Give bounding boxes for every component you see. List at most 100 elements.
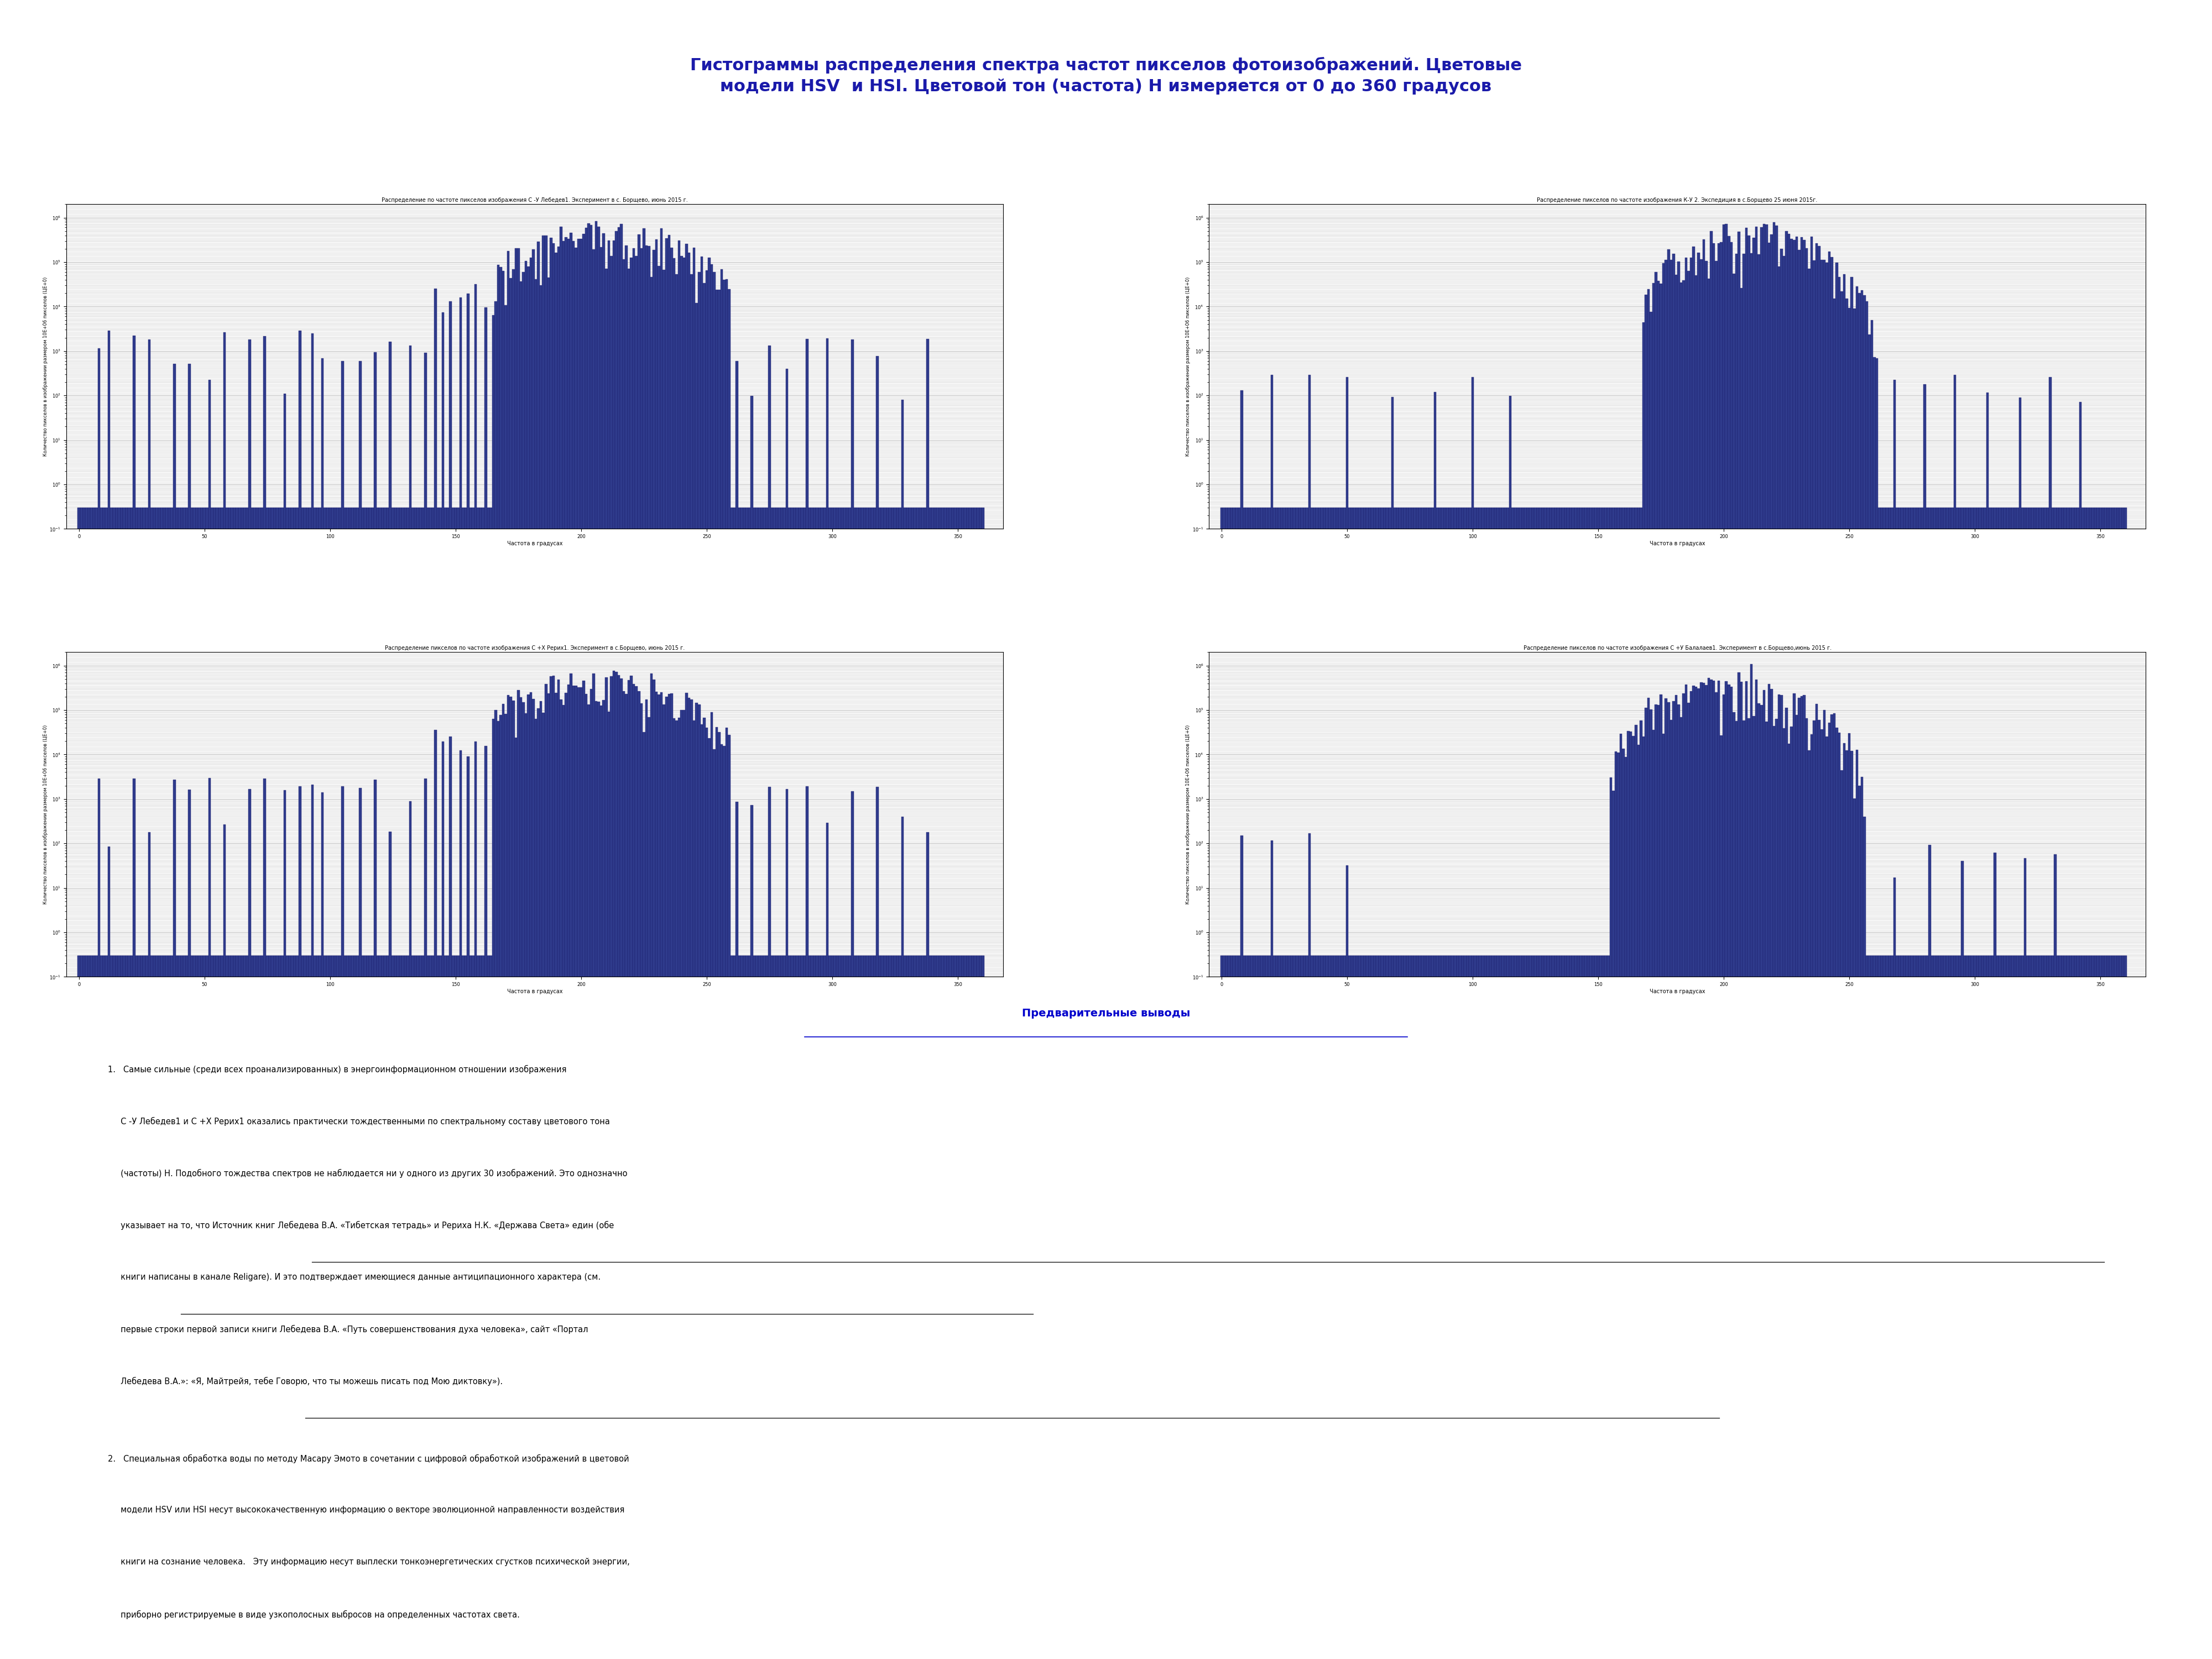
Bar [1969,956,1971,1659]
Bar [204,956,206,1659]
Bar [88,956,91,1659]
Bar [854,956,856,1659]
Bar [1834,713,1836,1659]
Bar [1705,685,1708,1659]
Bar [1256,508,1259,1659]
Bar [1553,508,1555,1659]
Bar [1949,956,1951,1659]
Bar [1776,226,1778,1659]
Bar [880,956,885,1659]
Bar [367,956,369,1659]
Bar [1787,743,1790,1659]
Bar [239,508,241,1659]
Bar [571,674,573,1659]
Bar [1840,770,1843,1659]
Bar [675,274,677,1659]
Bar [1759,703,1761,1659]
Bar [2093,956,2095,1659]
Bar [139,956,144,1659]
Bar [1267,956,1270,1659]
Bar [1847,309,1851,1659]
Bar [1964,508,1966,1659]
Bar [807,956,812,1659]
Bar [637,234,639,1659]
Bar [1367,508,1369,1659]
Bar [2055,854,2057,1659]
Bar [2028,956,2031,1659]
Bar [403,508,405,1659]
Bar [223,825,226,1659]
Bar [1604,508,1608,1659]
Bar [405,956,407,1659]
Bar [1573,956,1575,1659]
Bar [1234,956,1239,1659]
Bar [1661,264,1666,1659]
Bar [1936,956,1938,1659]
Bar [394,956,396,1659]
Bar [885,508,887,1659]
Bar [1982,956,1984,1659]
Bar [1597,508,1599,1659]
Bar [1652,730,1655,1659]
Title: Распределение пикселов по частоте изображения С +У Балалаев1. Эксперимент в с.Бо: Распределение пикселов по частоте изобра… [1524,645,1832,650]
Bar [1595,956,1597,1659]
Bar [1953,956,1955,1659]
Bar [170,508,173,1659]
Bar [1854,309,1856,1659]
Bar [635,255,637,1659]
Bar [2048,956,2051,1659]
Bar [843,508,845,1659]
Bar [212,508,217,1659]
Bar [1995,508,2000,1659]
Bar [1924,385,1927,1659]
Bar [2097,956,2099,1659]
Bar [102,508,106,1659]
Bar [1882,956,1887,1659]
Bar [128,508,131,1659]
Bar [929,508,931,1659]
Bar [1438,508,1442,1659]
Bar [706,728,708,1659]
Bar [1482,956,1484,1659]
Bar [1290,956,1294,1659]
Bar [431,956,434,1659]
Bar [1717,244,1721,1659]
Bar [712,272,714,1659]
Bar [332,508,334,1659]
Bar [1785,231,1787,1659]
Bar [1708,279,1710,1659]
Bar [161,508,164,1659]
Bar [1504,956,1506,1659]
Text: 1.   Самые сильные (среди всех проанализированных) в энергоинформационном отноше: 1. Самые сильные (среди всех проанализир… [108,1065,566,1073]
Bar [445,508,447,1659]
Bar [776,956,779,1659]
Bar [874,956,876,1659]
Bar [945,956,947,1659]
Bar [714,290,719,1659]
Bar [1256,956,1259,1659]
Bar [1650,312,1652,1659]
Bar [1635,725,1637,1659]
Bar [2013,956,2017,1659]
Bar [1966,956,1969,1659]
Bar [1301,956,1303,1659]
Bar [1276,508,1279,1659]
Bar [1597,956,1599,1659]
Bar [1920,508,1924,1659]
Bar [1958,508,1962,1659]
Bar [1770,234,1772,1659]
Bar [1973,956,1975,1659]
Bar [1692,247,1694,1659]
Bar [1761,705,1763,1659]
Bar [730,956,732,1659]
Bar [830,956,832,1659]
Bar [332,956,334,1659]
Bar [1436,508,1438,1659]
Text: С -У Лебедев1 и С +Х Рерих1 оказались практически тождественными по спектральном: С -У Лебедев1 и С +Х Рерих1 оказались пр… [108,1117,611,1126]
Bar [1546,956,1548,1659]
Bar [1502,956,1504,1659]
Bar [1531,956,1535,1659]
Bar [1411,508,1413,1659]
Bar [1982,508,1984,1659]
Bar [770,508,774,1659]
